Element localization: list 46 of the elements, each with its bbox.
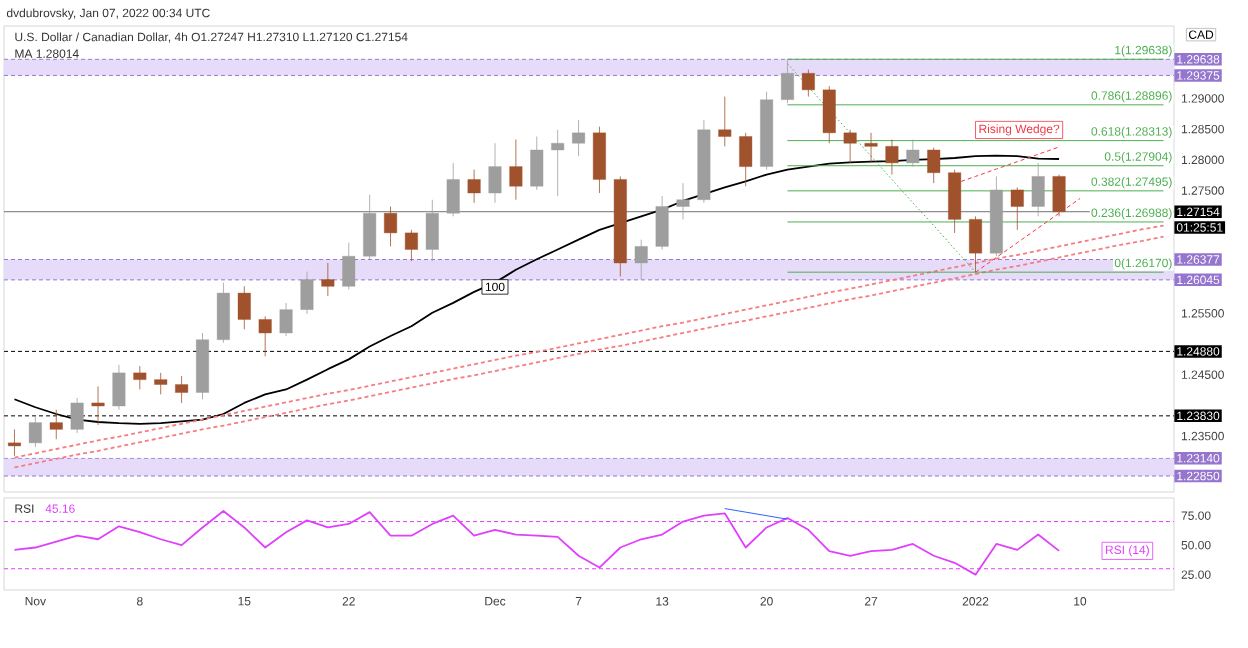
candlestick	[969, 215, 982, 273]
candlestick	[948, 169, 962, 234]
candlestick	[49, 409, 63, 440]
candlestick	[906, 139, 920, 167]
candlestick	[342, 242, 356, 290]
candlestick	[446, 162, 460, 217]
candlestick	[70, 397, 84, 434]
candlestick	[864, 132, 878, 164]
candlestick	[927, 147, 941, 184]
candlestick	[1010, 187, 1024, 231]
candlestick	[801, 69, 815, 98]
candlestick	[843, 129, 857, 164]
candlestick	[175, 375, 189, 404]
candlestick	[28, 415, 42, 448]
candlestick	[363, 194, 377, 260]
candlestick	[488, 142, 502, 204]
candlestick	[321, 262, 335, 297]
candlestick	[300, 271, 314, 315]
candlestick	[425, 199, 439, 262]
candlestick	[91, 385, 105, 426]
candlestick	[404, 229, 418, 262]
candlestick	[112, 364, 126, 411]
candlestick	[1052, 174, 1066, 217]
candlestick	[551, 129, 565, 197]
candlestick	[822, 85, 836, 144]
candlestick	[258, 315, 272, 357]
candlestick	[739, 132, 753, 187]
candlestick	[676, 182, 690, 220]
candlestick	[216, 282, 230, 344]
candlestick	[572, 119, 586, 157]
candlestick	[133, 365, 147, 390]
candlestick	[8, 428, 21, 457]
candlestick	[634, 239, 648, 280]
candlestick	[154, 372, 168, 395]
candlestick	[592, 126, 606, 194]
candlestick	[655, 195, 669, 250]
candlestick	[530, 136, 544, 191]
candlestick	[279, 302, 293, 337]
candlestick	[781, 58, 794, 104]
candlestick	[467, 169, 481, 204]
candlestick	[718, 96, 732, 147]
candlestick	[1031, 162, 1045, 217]
candlestick	[384, 206, 397, 247]
candlestick	[885, 139, 899, 175]
candlestick	[237, 285, 251, 330]
candlestick	[509, 139, 523, 201]
